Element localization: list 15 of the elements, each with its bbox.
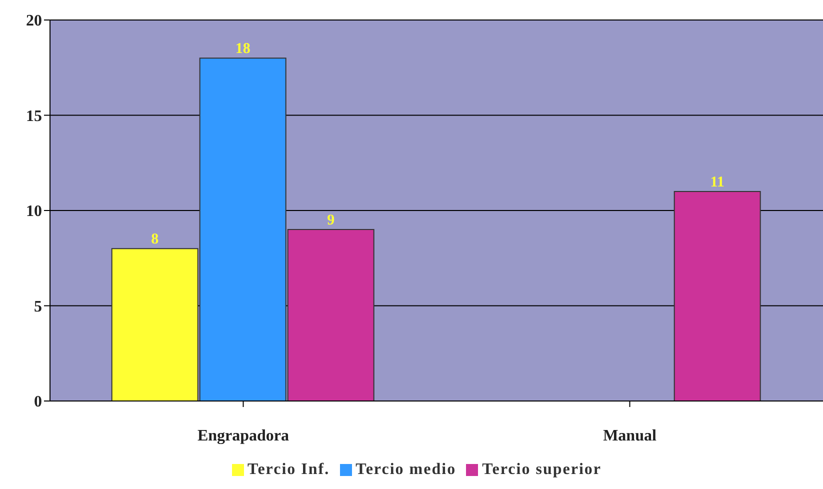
bar (674, 190, 761, 401)
y-tick-label: 15 (26, 108, 42, 125)
data-label: 11 (710, 174, 724, 190)
legend-label: Tercio superior (482, 461, 602, 478)
data-label: 18 (235, 41, 250, 58)
y-tick-label: 5 (34, 298, 42, 316)
legend-label: Tercio medio (356, 461, 456, 478)
legend-label: Tercio Inf. (248, 461, 330, 478)
y-tick-label: 0 (34, 394, 42, 411)
x-tick-label: Engrapadora (197, 427, 290, 444)
y-tick-label: 20 (26, 12, 42, 30)
x-tick-label: Manual (603, 427, 657, 444)
data-label: 9 (327, 212, 335, 229)
data-label: 8 (151, 232, 159, 248)
y-tick-label: 10 (26, 203, 42, 220)
